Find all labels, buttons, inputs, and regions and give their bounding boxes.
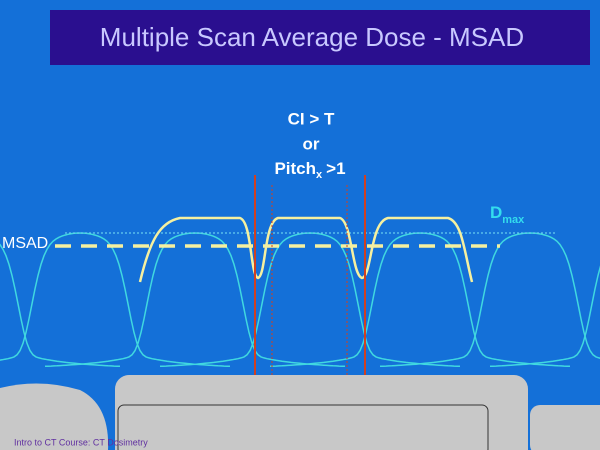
dmax-d: D xyxy=(490,203,502,222)
title-box xyxy=(50,10,590,65)
condition-line1: CI > T xyxy=(288,109,335,128)
single-scan-curve xyxy=(44,232,346,368)
title: Multiple Scan Average Dose - MSAD xyxy=(100,22,524,52)
pitch-rest: >1 xyxy=(326,159,345,178)
total-dose-curve xyxy=(138,216,474,283)
single-scan-curve xyxy=(489,265,600,368)
single-scan-curve xyxy=(0,243,121,368)
condition-pitch: Pitchx >1 xyxy=(274,159,345,180)
footer: Intro to CT Course: CT Dosimetry xyxy=(14,437,148,447)
condition-line2: or xyxy=(303,134,320,153)
dmax-label: Dmax xyxy=(490,203,525,225)
couch xyxy=(115,375,528,450)
pitch: Pitch xyxy=(274,159,316,178)
couch-right xyxy=(530,405,600,450)
single-scan-curve xyxy=(269,232,571,368)
pitch-sub: x xyxy=(316,169,323,181)
dmax-sub: max xyxy=(502,214,525,226)
couch-inner xyxy=(117,404,489,450)
msad-label: MSAD xyxy=(2,235,48,252)
single-scan-curve xyxy=(0,232,231,368)
couch-left xyxy=(0,383,109,450)
